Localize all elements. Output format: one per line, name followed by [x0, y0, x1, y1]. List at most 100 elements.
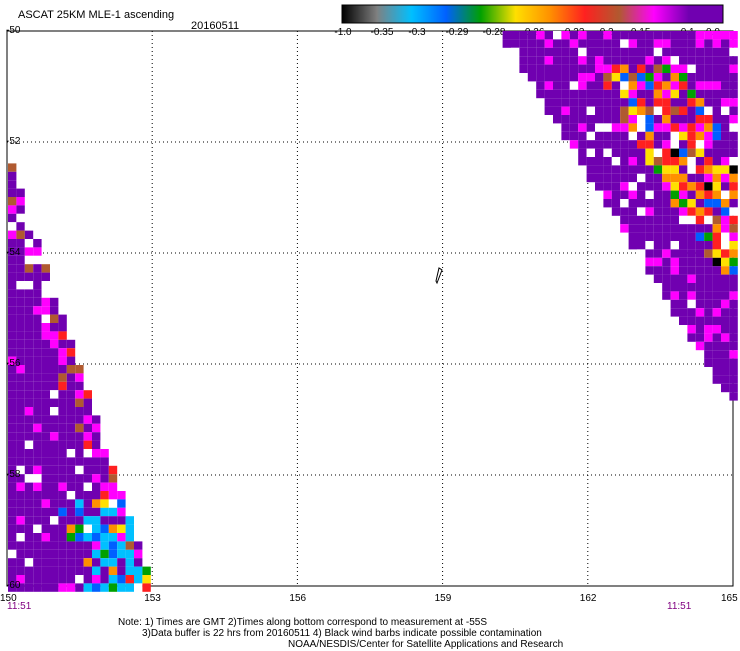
- swath-pixel: [125, 541, 134, 550]
- swath-pixel: [108, 499, 118, 508]
- swath-pixel: [561, 64, 570, 73]
- swath-pixel: [628, 64, 637, 73]
- swath-pixel: [704, 333, 713, 342]
- swath-pixel: [637, 73, 646, 82]
- swath-pixel: [41, 297, 50, 307]
- swath-pixel: [50, 507, 59, 517]
- swath-pixel: [679, 165, 688, 174]
- swath-pixel: [670, 81, 679, 90]
- swath-pixel: [58, 390, 67, 399]
- swath-pixel: [125, 575, 134, 584]
- swath-pixel: [134, 583, 143, 592]
- swath-pixel: [628, 232, 637, 241]
- swath-pixel: [117, 524, 126, 533]
- swath-pixel: [66, 457, 76, 466]
- swath-pixel: [8, 491, 17, 500]
- swath-pixel: [92, 491, 101, 500]
- swath-pixel: [670, 39, 679, 48]
- swath-pixel: [637, 249, 646, 258]
- swath-pixel: [662, 56, 671, 65]
- swath-pixel: [41, 306, 50, 315]
- swath-pixel: [628, 81, 637, 90]
- swath-pixel: [662, 291, 671, 300]
- swath-pixel: [24, 507, 34, 517]
- swath-pixel: [611, 131, 621, 141]
- swath-pixel: [8, 381, 17, 391]
- swath-pixel: [24, 281, 34, 290]
- swath-pixel: [569, 131, 579, 141]
- swath-pixel: [586, 106, 595, 115]
- swath-pixel: [670, 173, 679, 183]
- swath-pixel: [729, 333, 738, 342]
- swath-pixel: [712, 148, 721, 157]
- swath-pixel: [721, 341, 730, 351]
- swath-pixel: [92, 549, 101, 559]
- swath-pixel: [16, 222, 25, 231]
- swath-pixel: [83, 398, 92, 407]
- swath-pixel: [50, 339, 59, 349]
- swath-pixel: [729, 73, 738, 82]
- swath-pixel: [561, 131, 570, 141]
- swath-pixel: [637, 157, 646, 166]
- swath-pixel: [536, 64, 545, 73]
- swath-pixel: [536, 81, 545, 90]
- swath-pixel: [58, 365, 67, 374]
- swath-pixel: [108, 549, 118, 559]
- swath-pixel: [721, 383, 730, 393]
- swath-pixel: [519, 56, 528, 65]
- swath-pixel: [41, 491, 50, 500]
- swath-pixel: [620, 31, 629, 40]
- swath-pixel: [653, 140, 663, 149]
- swath-pixel: [561, 56, 570, 65]
- swath-pixel: [33, 457, 42, 466]
- swath-pixel: [41, 339, 50, 349]
- swath-pixel: [33, 533, 42, 542]
- swath-pixel: [100, 465, 109, 475]
- swath-pixel: [108, 507, 118, 517]
- swath-pixel: [721, 73, 730, 82]
- swath-pixel: [653, 56, 663, 65]
- swath-pixel: [721, 257, 730, 267]
- swath-pixel: [662, 207, 671, 216]
- swath-pixel: [595, 81, 604, 90]
- swath-pixel: [662, 165, 671, 174]
- swath-pixel: [58, 507, 67, 517]
- swath-pixel: [83, 533, 92, 542]
- swath-pixel: [125, 524, 134, 533]
- swath-pixel: [645, 123, 654, 132]
- swath-pixel: [679, 257, 688, 267]
- swath-pixel: [670, 190, 679, 199]
- swath-pixel: [108, 575, 118, 584]
- swath-pixel: [712, 39, 721, 48]
- swath-pixel: [603, 115, 612, 124]
- swath-pixel: [24, 566, 34, 575]
- swath-pixel: [553, 73, 562, 82]
- swath-pixel: [729, 47, 738, 57]
- swath-pixel: [704, 316, 713, 325]
- swath-pixel: [595, 106, 604, 115]
- swath-pixel: [721, 115, 730, 124]
- swath-pixel: [603, 47, 612, 57]
- swath-pixel: [729, 148, 738, 157]
- swath-pixel: [721, 39, 730, 48]
- swath-pixel: [33, 474, 42, 483]
- swath-pixel: [66, 348, 76, 357]
- swath-pixel: [8, 314, 17, 323]
- swath-pixel: [24, 306, 34, 315]
- swath-pixel: [41, 533, 50, 542]
- swath-pixel: [66, 524, 76, 533]
- swath-pixel: [695, 123, 705, 132]
- swath-pixel: [662, 274, 671, 283]
- swath-pixel: [24, 423, 34, 433]
- swath-pixel: [712, 31, 721, 40]
- swath-pixel: [16, 239, 25, 248]
- swath-pixel: [33, 323, 42, 332]
- swath-pixel: [712, 249, 721, 258]
- swath-pixel: [670, 73, 679, 82]
- swath-pixel: [8, 323, 17, 332]
- swath-pixel: [41, 373, 50, 382]
- swath-pixel: [670, 224, 679, 233]
- swath-pixel: [527, 64, 537, 73]
- swath-pixel: [100, 457, 109, 466]
- swath-pixel: [16, 230, 25, 239]
